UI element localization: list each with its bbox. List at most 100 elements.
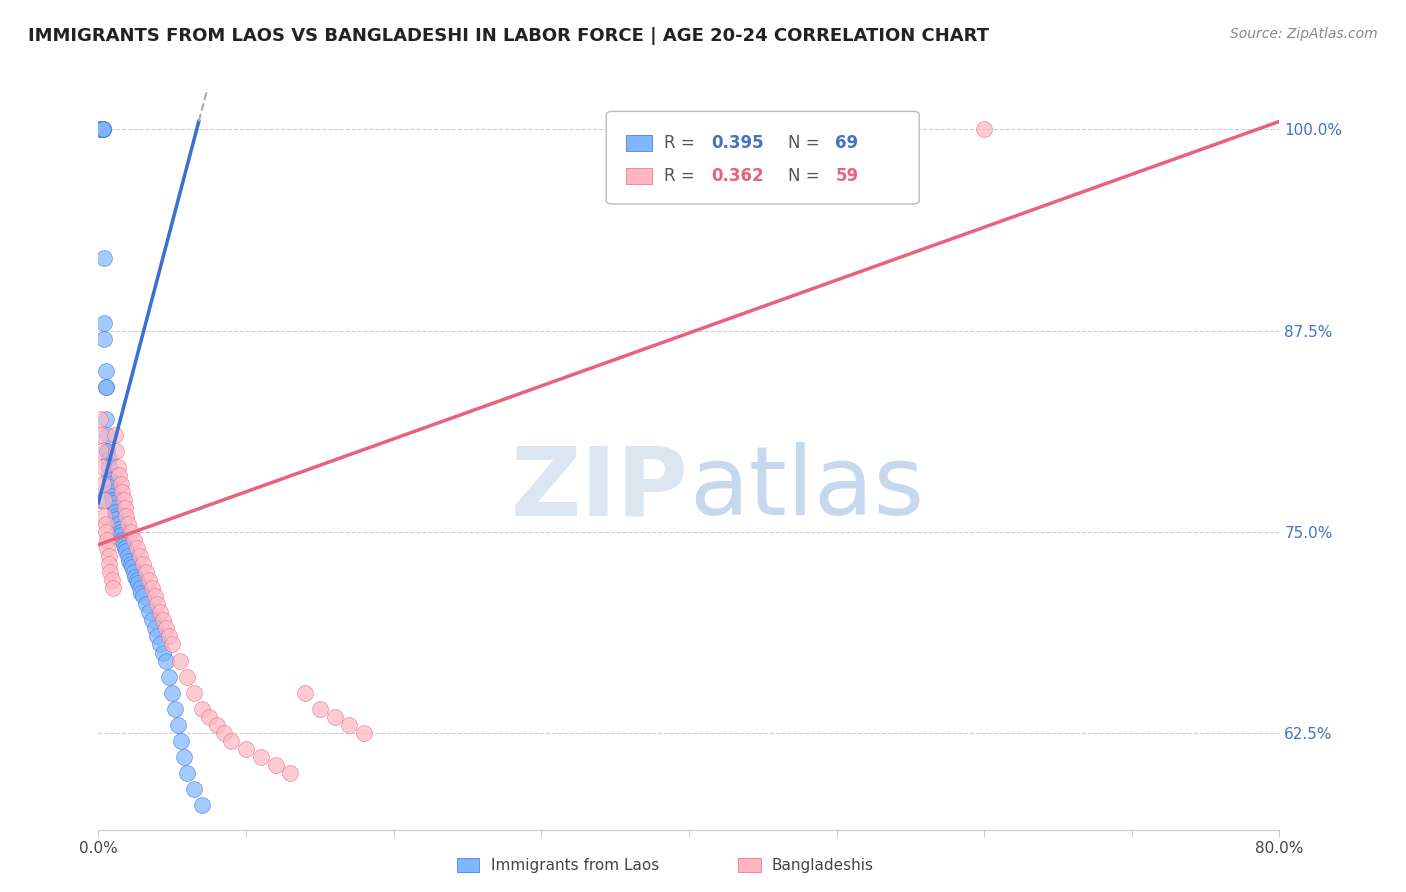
Point (104, 506, 127, 520)
Point (162, 637, 183, 651)
Point (118, 554, 141, 568)
Text: Immigrants from Laos: Immigrants from Laos (491, 858, 659, 872)
Point (110, 528, 132, 542)
Point (97, 460, 120, 475)
Point (149, 605, 172, 619)
Point (143, 621, 166, 635)
Bar (626, 135, 652, 152)
Point (165, 702, 187, 716)
Point (96, 541, 118, 555)
Point (129, 586, 152, 600)
Point (94, 364, 117, 378)
Text: ZIP: ZIP (510, 442, 689, 535)
Point (98, 473, 121, 487)
Point (157, 670, 180, 684)
Text: 59: 59 (835, 167, 859, 185)
Point (91, 122, 114, 136)
Point (96, 444, 118, 458)
Point (176, 766, 198, 780)
Point (91, 122, 114, 136)
Point (309, 702, 332, 716)
Point (93, 492, 115, 507)
Text: 69: 69 (835, 135, 859, 153)
Point (112, 538, 135, 552)
Point (191, 702, 214, 716)
Point (94, 380, 117, 394)
Point (157, 629, 180, 643)
Point (339, 718, 361, 732)
Point (135, 597, 157, 611)
Point (107, 460, 129, 475)
Text: N =: N = (789, 167, 825, 185)
Point (323, 710, 346, 724)
Text: 0.362: 0.362 (711, 167, 763, 185)
Point (143, 589, 166, 603)
Point (141, 581, 163, 595)
Point (114, 500, 136, 515)
Point (93, 508, 115, 523)
Point (103, 492, 125, 507)
Point (103, 581, 125, 595)
Text: R =: R = (664, 167, 700, 185)
Point (117, 516, 139, 531)
Point (264, 758, 287, 772)
Point (176, 670, 198, 684)
Point (212, 726, 235, 740)
Point (115, 544, 138, 558)
Point (105, 512, 128, 526)
Point (128, 581, 150, 595)
Point (97, 549, 120, 563)
Point (183, 686, 205, 700)
Point (96, 444, 118, 458)
Point (280, 766, 302, 780)
Point (96, 428, 118, 442)
Point (104, 500, 127, 515)
Point (112, 492, 135, 507)
Point (91, 122, 114, 136)
Point (162, 686, 183, 700)
Point (167, 718, 190, 732)
Point (170, 734, 193, 748)
Point (235, 742, 257, 756)
Point (104, 428, 127, 442)
Point (183, 782, 205, 797)
Point (94, 516, 117, 531)
Text: IMMIGRANTS FROM LAOS VS BANGLADESHI IN LABOR FORCE | AGE 20-24 CORRELATION CHART: IMMIGRANTS FROM LAOS VS BANGLADESHI IN L… (28, 27, 988, 45)
Point (353, 726, 375, 740)
Point (100, 573, 122, 587)
Point (91, 460, 114, 475)
Point (90, 122, 112, 136)
Point (146, 597, 169, 611)
Point (294, 686, 316, 700)
Point (221, 734, 243, 748)
Point (117, 549, 139, 563)
Point (155, 654, 177, 668)
Point (110, 524, 132, 539)
Point (135, 565, 157, 579)
Point (96, 533, 118, 547)
Point (973, 122, 995, 136)
Point (155, 621, 177, 635)
Text: Bangladeshis: Bangladeshis (772, 858, 875, 872)
Point (105, 508, 128, 523)
Point (111, 533, 134, 547)
Point (149, 637, 172, 651)
Point (152, 613, 174, 627)
Point (107, 516, 129, 531)
Point (146, 629, 169, 643)
Point (94, 524, 117, 539)
Text: Source: ZipAtlas.com: Source: ZipAtlas.com (1230, 27, 1378, 41)
Point (111, 484, 134, 499)
Point (89, 492, 111, 507)
Point (98, 565, 121, 579)
Point (89, 412, 111, 426)
Point (125, 541, 148, 555)
Point (108, 468, 131, 483)
Text: atlas: atlas (689, 442, 924, 535)
Point (205, 718, 228, 732)
Point (103, 496, 125, 510)
Point (121, 560, 143, 574)
Point (114, 541, 136, 555)
Point (91, 476, 114, 491)
Point (90, 444, 112, 458)
